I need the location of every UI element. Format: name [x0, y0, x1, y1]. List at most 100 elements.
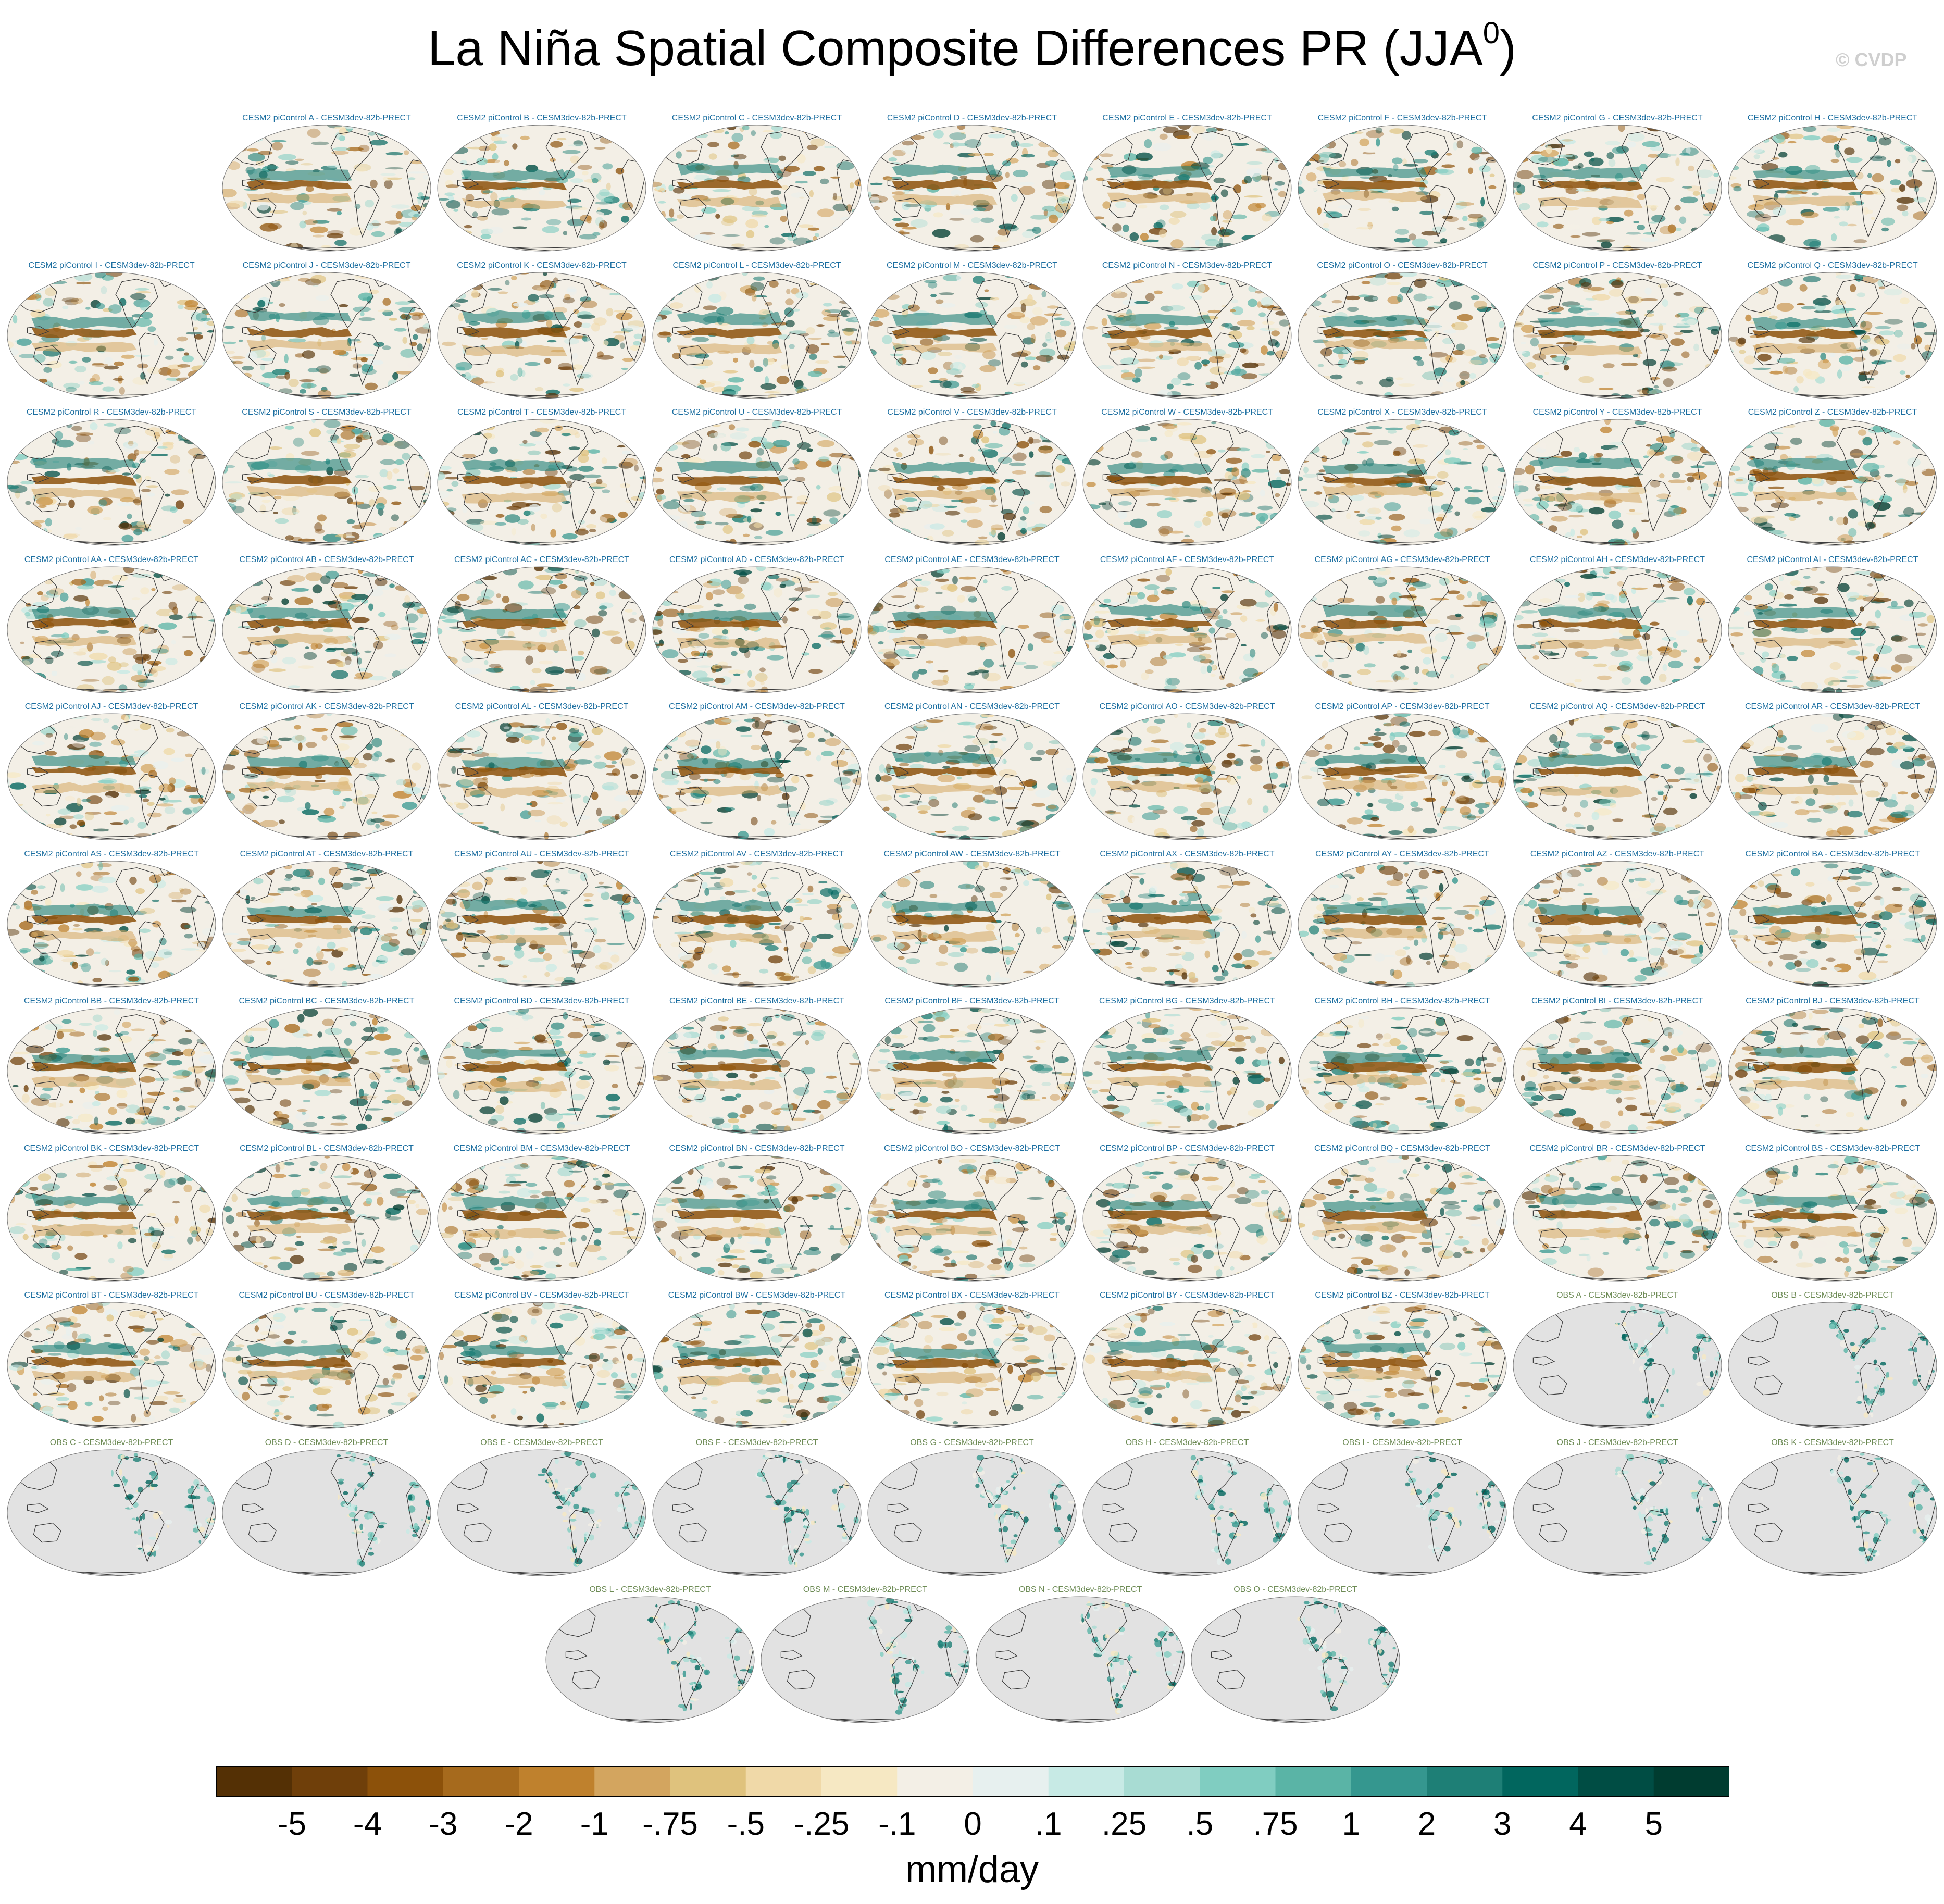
model-map-panel: CESM2 piControl AM - CESM3dev-82b-PRECT — [650, 702, 864, 845]
coastline — [248, 492, 277, 513]
map-border — [1513, 1007, 1722, 1135]
coastline — [1539, 639, 1567, 659]
coastline — [330, 278, 373, 328]
world-map — [1728, 419, 1937, 546]
panel-title: OBS D - CESM3dev-82b-PRECT — [265, 1438, 389, 1447]
panel-title: CESM2 piControl BF - CESM3dev-82b-PRECT — [884, 997, 1060, 1005]
coastline — [887, 1209, 910, 1219]
coastline — [1621, 426, 1664, 476]
map-border — [761, 1596, 970, 1723]
coastline — [1317, 179, 1340, 189]
map-border — [652, 713, 862, 840]
coastline — [1406, 573, 1449, 623]
map-background — [1513, 566, 1722, 693]
colorbar-tick-label: .1 — [1035, 1806, 1062, 1842]
coastline — [1191, 1161, 1234, 1211]
model-map-panel: CESM2 piControl BF - CESM3dev-82b-PRECT — [865, 997, 1079, 1140]
model-map-panel: CESM2 piControl BL - CESM3dev-82b-PRECT — [219, 1144, 434, 1287]
map-border — [1728, 419, 1937, 546]
map-border — [1513, 125, 1722, 252]
panel-title: CESM2 piControl T - CESM3dev-82b-PRECT — [457, 408, 626, 417]
panel-title: OBS B - CESM3dev-82b-PRECT — [1771, 1291, 1894, 1300]
model-map-panel: CESM2 piControl AE - CESM3dev-82b-PRECT — [865, 555, 1079, 699]
coastline — [783, 774, 810, 827]
coastline — [568, 479, 595, 532]
coastline — [27, 1209, 49, 1219]
coastline — [27, 914, 49, 925]
coastline — [678, 1522, 707, 1542]
coastline — [1754, 1522, 1783, 1542]
model-map-panel: CESM2 piControl AI - CESM3dev-82b-PRECT — [1725, 555, 1940, 699]
coastline — [27, 473, 49, 483]
map-border — [867, 1155, 1077, 1281]
coastline — [1859, 626, 1886, 679]
coastline — [1406, 867, 1449, 917]
coastline — [1621, 1455, 1664, 1505]
coastline — [1754, 787, 1783, 807]
panel-title: CESM2 piControl AU - CESM3dev-82b-PRECT — [454, 849, 630, 858]
coastline — [783, 920, 810, 974]
map-background — [761, 1597, 969, 1723]
coastline — [1859, 1068, 1886, 1121]
colorbar-box — [1427, 1766, 1503, 1797]
coastline — [1429, 626, 1455, 679]
model-map-panel: CESM2 piControl BD - CESM3dev-82b-PRECT — [434, 997, 649, 1140]
coastline — [115, 426, 158, 476]
colorbar-tick-label: .5 — [1186, 1806, 1214, 1842]
coastline — [1644, 332, 1671, 385]
model-map-panel: CESM2 piControl AK - CESM3dev-82b-PRECT — [219, 702, 434, 845]
panel-title: CESM2 piControl AH - CESM3dev-82b-PRECT — [1529, 555, 1705, 564]
world-map — [1513, 861, 1722, 987]
coastline — [1859, 185, 1886, 238]
coastline — [999, 1362, 1025, 1415]
panel-title: OBS E - CESM3dev-82b-PRECT — [480, 1438, 603, 1447]
coastline — [1429, 774, 1455, 827]
map-border — [867, 1449, 1077, 1576]
model-map-panel: CESM2 piControl BS - CESM3dev-82b-PRECT — [1725, 1144, 1940, 1287]
coastline — [545, 131, 589, 181]
coastline — [672, 914, 695, 925]
coastline — [1836, 278, 1879, 328]
panel-title: CESM2 piControl AP - CESM3dev-82b-PRECT — [1315, 702, 1490, 711]
world-map — [7, 566, 216, 693]
coastline — [1108, 1522, 1137, 1542]
coastline — [463, 934, 492, 954]
panel-title: CESM2 piControl BR - CESM3dev-82b-PRECT — [1529, 1143, 1705, 1153]
world-map — [1082, 419, 1292, 546]
coastline — [138, 1215, 165, 1268]
map-panel-grid: CESM2 piControl A - CESM3dev-82b-PRECT CE… — [7, 114, 1940, 1723]
panel-title: CESM2 piControl BE - CESM3dev-82b-PRECT — [669, 997, 845, 1005]
coastline — [1644, 1215, 1671, 1268]
map-border — [1082, 713, 1292, 840]
coastline — [457, 1356, 480, 1366]
obs-map-panel: OBS H - CESM3dev-82b-PRECT — [1080, 1438, 1294, 1582]
colorbar-box — [1124, 1766, 1200, 1797]
panel-title: CESM2 piControl AG - CESM3dev-82b-PRECT — [1314, 555, 1490, 564]
coastline — [893, 639, 922, 659]
coastline — [33, 639, 61, 659]
colorbar-box — [670, 1766, 746, 1797]
coastline — [1429, 920, 1455, 974]
world-map — [1728, 1007, 1937, 1135]
coastline — [1191, 131, 1234, 181]
cvdp-watermark: © CVDP — [1836, 49, 1907, 70]
colorbar-tick-label: 1 — [1342, 1806, 1361, 1842]
world-map — [1298, 566, 1507, 693]
coastline — [1214, 774, 1240, 827]
map-border — [7, 713, 216, 840]
panel-title: CESM2 piControl BB - CESM3dev-82b-PRECT — [23, 997, 200, 1005]
obs-map-panel: OBS J - CESM3dev-82b-PRECT — [1510, 1438, 1725, 1582]
coastline — [1211, 1650, 1233, 1660]
coastline — [893, 345, 922, 365]
coastline — [887, 914, 910, 925]
coastline — [1644, 626, 1671, 679]
coastline — [1317, 1503, 1340, 1513]
model-map-panel: CESM2 piControl D - CESM3dev-82b-PRECT — [865, 114, 1079, 257]
coastline — [999, 1509, 1025, 1562]
colorbar-tick-label: -5 — [277, 1806, 306, 1842]
model-map-panel: CESM2 piControl AY - CESM3dev-82b-PRECT — [1295, 850, 1510, 993]
coastline — [893, 492, 922, 513]
panel-title: OBS H - CESM3dev-82b-PRECT — [1125, 1438, 1249, 1447]
coastline — [976, 1161, 1019, 1211]
map-background — [868, 1449, 1076, 1576]
